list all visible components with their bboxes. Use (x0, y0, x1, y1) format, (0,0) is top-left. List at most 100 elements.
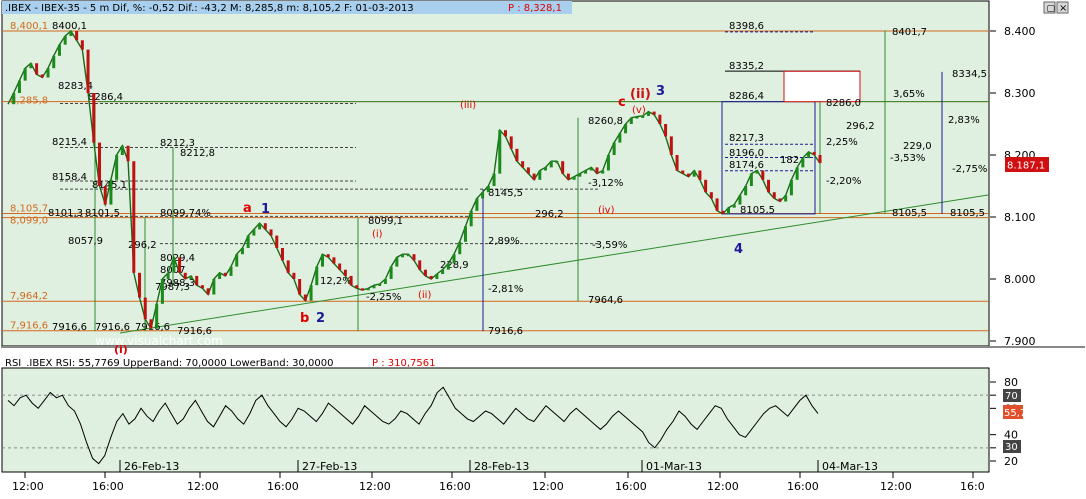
date-label: 27-Feb-13 (302, 460, 357, 473)
candle (818, 155, 822, 164)
candle (406, 254, 410, 257)
time-axis-label: 12:00 (12, 480, 44, 493)
price-axis-label: 8.300 (1004, 87, 1036, 100)
candle (412, 254, 416, 261)
date-label: 01-Mar-13 (646, 460, 702, 473)
value-label: 7916,6 (135, 322, 170, 333)
value-label: 8105,5 (892, 208, 927, 219)
value-label: 8101,5 (85, 208, 120, 219)
rsi-axis-panel[interactable] (990, 368, 1085, 472)
candle (155, 303, 159, 329)
candle (446, 263, 450, 270)
candle (195, 275, 199, 286)
candle (698, 170, 702, 180)
candle (143, 297, 147, 320)
candle (709, 192, 713, 199)
candle (115, 155, 119, 180)
value-label: -3,59% (592, 240, 627, 251)
candle (92, 93, 96, 143)
value-label: -2,20% (826, 176, 861, 187)
candle (463, 226, 467, 242)
minimize-icon: ▢ (1047, 4, 1056, 14)
time-axis-label: 12:00 (532, 480, 564, 493)
candle (589, 167, 593, 171)
price-axis-label: 8.100 (1004, 211, 1036, 224)
candle (784, 195, 788, 202)
candle (435, 274, 439, 279)
candle (69, 31, 73, 36)
candle (624, 124, 628, 134)
rsi-axis-label: 20 (1004, 455, 1018, 468)
trend-line (119, 194, 989, 334)
wave-label: a (243, 201, 252, 216)
candle (778, 198, 782, 202)
value-label: 8029,4 (160, 253, 195, 264)
candle (686, 173, 690, 177)
candle (212, 279, 216, 295)
value-label: 3,65% (893, 89, 925, 100)
price-axis-panel[interactable] (990, 1, 1085, 346)
close-button[interactable]: ▢ × (1043, 1, 1069, 14)
value-label: 8099,74% (160, 208, 211, 219)
time-axis-label: 16:00 (439, 480, 471, 493)
value-label: 7987,3 (155, 282, 190, 293)
candle (526, 167, 530, 174)
candle (749, 173, 753, 186)
candle (229, 266, 233, 276)
candle (681, 170, 685, 174)
time-axis-label: 16:00 (267, 480, 299, 493)
value-label: 7964,6 (588, 295, 623, 306)
candle (744, 186, 748, 196)
value-label: 8099,1 (368, 216, 403, 227)
wave-label: (ii) (630, 87, 651, 102)
value-label: 8400,1 (52, 21, 87, 32)
candle (286, 260, 290, 273)
candle (349, 275, 353, 286)
candle (801, 158, 805, 168)
value-label: 8286,4 (729, 91, 764, 102)
candle (475, 198, 479, 211)
candle (29, 63, 33, 69)
candle (75, 31, 79, 41)
wave-label: (i) (372, 229, 383, 240)
value-label: 8101,3 (48, 208, 83, 219)
price-axis-label: 8.400 (1004, 25, 1036, 38)
candle (664, 124, 668, 137)
header-bar (2, 1, 572, 14)
candle (269, 229, 273, 236)
candle (63, 35, 67, 45)
time-axis-label: 12:00 (187, 480, 219, 493)
value-label: -3,12% (588, 178, 623, 189)
value-label: 8215,4 (52, 137, 87, 148)
orange-level-label: 8,400,1 (10, 21, 48, 32)
candle (732, 204, 736, 208)
candle (646, 111, 650, 116)
candle (635, 116, 639, 119)
wave-label: (i) (114, 343, 128, 356)
candle (132, 161, 136, 273)
time-axis-label: 16:00 (92, 480, 124, 493)
candle (692, 170, 696, 177)
value-label: 2,89% (488, 236, 520, 247)
orange-level-label: 7,964,2 (10, 291, 48, 302)
candle (584, 170, 588, 174)
candle (498, 130, 502, 174)
price-panel[interactable] (1, 0, 990, 347)
value-label: 8158,4 (52, 172, 87, 183)
wave-label: 2 (316, 311, 325, 326)
wave-label: (v) (632, 105, 646, 116)
candle (429, 275, 433, 279)
candle (389, 266, 393, 279)
candle (321, 254, 325, 267)
candle (309, 285, 313, 301)
candle (103, 186, 107, 205)
candle (641, 115, 645, 118)
candle (549, 161, 553, 168)
candle (675, 155, 679, 171)
value-label: 8260,8 (588, 116, 623, 127)
value-label: -2,81% (488, 284, 523, 295)
value-label: 296,2 (846, 121, 875, 132)
value-label: 7988,3 (160, 278, 195, 289)
rsi-panel[interactable] (1, 367, 990, 473)
candle (280, 248, 284, 261)
